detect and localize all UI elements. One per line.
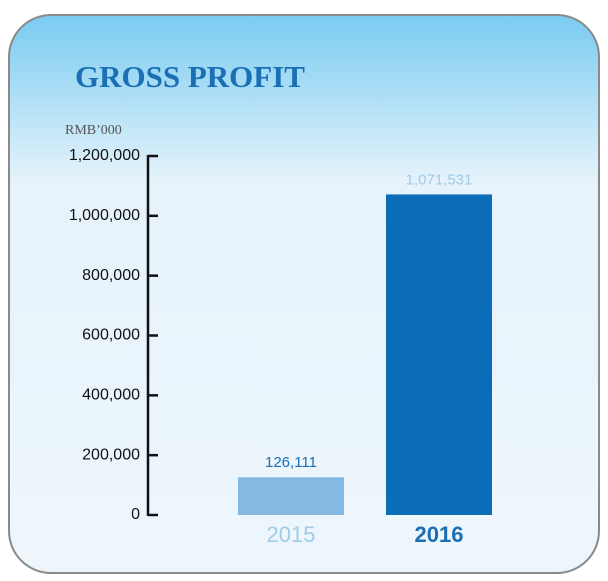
y-tick-label: 400,000 — [82, 387, 140, 404]
value-label: 126,111 — [265, 454, 317, 471]
y-tick-label: 0 — [131, 506, 140, 523]
y-tick-label: 1,200,000 — [69, 147, 140, 164]
y-axis-label: RMB’000 — [65, 123, 122, 138]
bar — [238, 477, 344, 515]
y-tick-label: 600,000 — [82, 327, 140, 344]
y-tick-label: 1,000,000 — [69, 207, 140, 224]
x-tick-label: 2016 — [415, 522, 464, 547]
x-tick-label: 2015 — [267, 522, 316, 547]
bar — [386, 194, 492, 515]
chart-title: GROSS PROFIT — [75, 59, 305, 94]
value-label: 1,071,531 — [406, 171, 473, 188]
y-tick-label: 800,000 — [82, 267, 140, 284]
y-tick-label: 200,000 — [82, 446, 140, 463]
